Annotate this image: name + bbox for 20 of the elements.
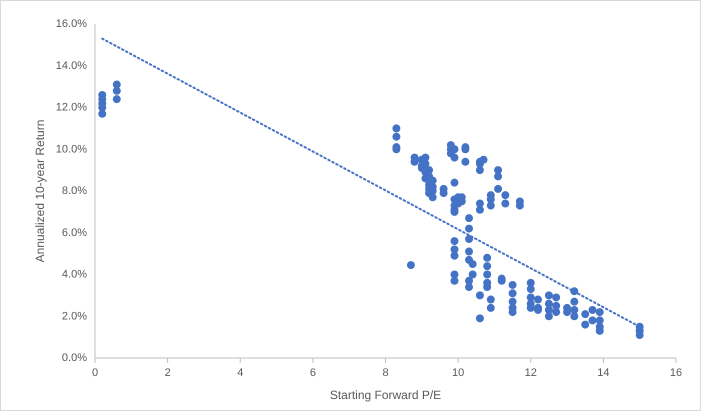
x-tick-label: 4: [237, 367, 244, 379]
y-tick-label: 4.0%: [62, 268, 88, 280]
x-tick-label: 8: [382, 367, 389, 379]
y-tick-label: 10.0%: [56, 143, 88, 156]
y-tick-label: 0.0%: [62, 352, 88, 364]
x-tick-label: 6: [310, 367, 316, 379]
x-axis-title: Starting Forward P/E: [330, 388, 442, 402]
y-tick-label: 8.0%: [62, 185, 88, 197]
x-tick-label: 16: [670, 367, 682, 379]
y-axis-title: Annualized 10-year Return: [33, 120, 47, 262]
x-tick-label: 12: [524, 367, 537, 379]
y-tick-label: 6.0%: [62, 226, 88, 239]
y-tick-label: 14.0%: [56, 60, 88, 72]
x-tick-label: 14: [597, 367, 610, 379]
x-tick-label: 10: [452, 367, 464, 379]
x-tick-label: 0: [92, 367, 98, 379]
y-tick-label: 16.0%: [56, 18, 88, 30]
x-tick-label: 2: [164, 367, 171, 379]
y-tick-label: 12.0%: [56, 102, 88, 114]
y-tick-label: 2.0%: [62, 310, 88, 322]
